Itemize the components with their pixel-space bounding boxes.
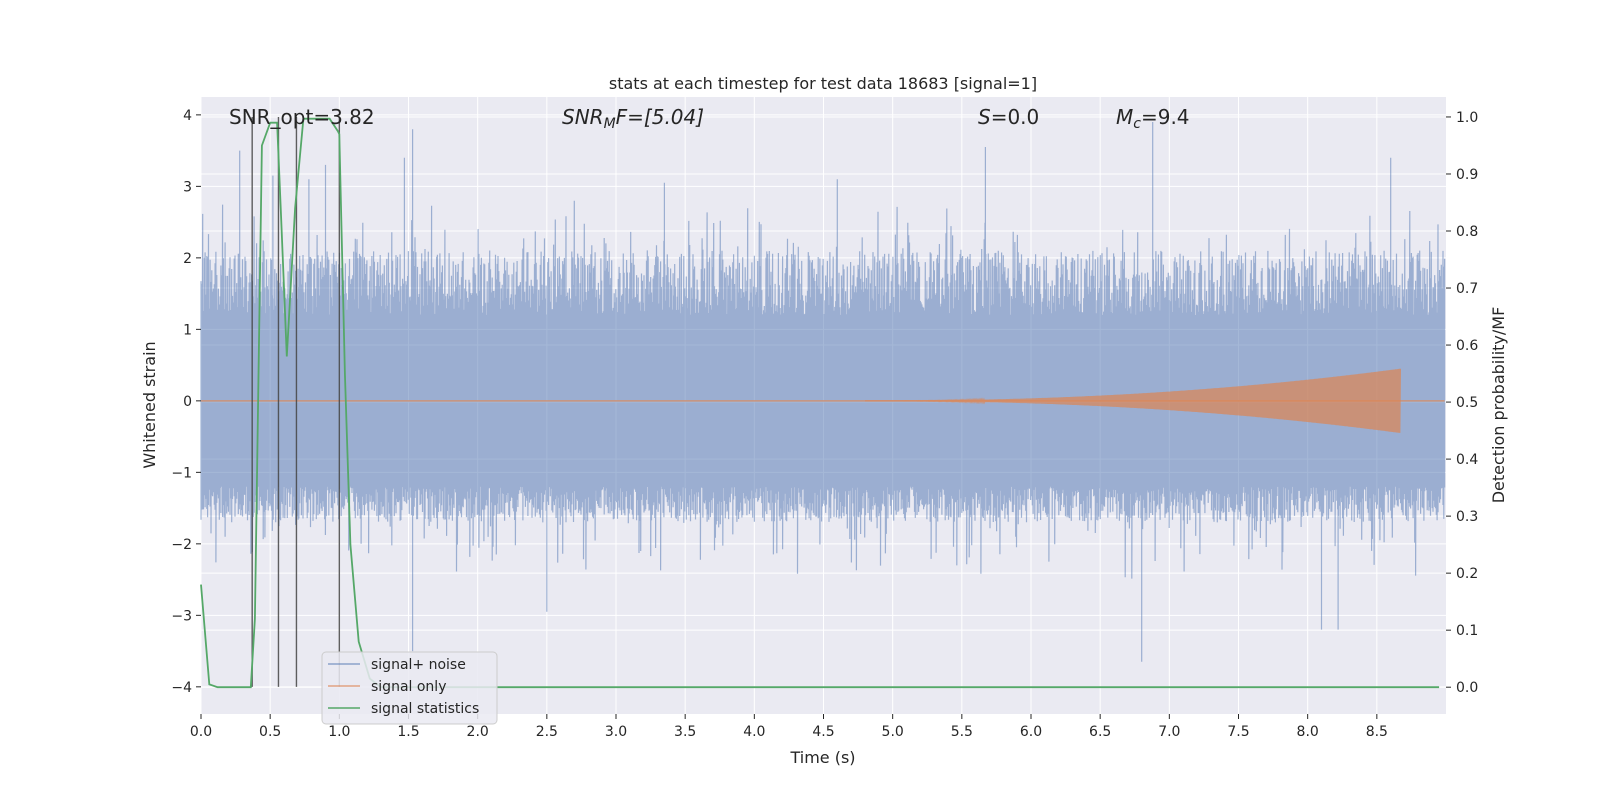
snr-mf-subscript: M [604,116,616,132]
y-tick-label: 3 [183,179,192,195]
right-y-tick-label: 0.7 [1456,281,1478,297]
y-tick-label: 1 [183,322,192,338]
x-tick-label: 1.5 [397,724,419,740]
right-y-tick-label: 1.0 [1456,110,1478,126]
left-y-axis-ticks: 4 3 2 1 0 −1 −2 −3 −4 [171,108,201,696]
y-tick-label: −2 [171,537,192,553]
series-signal-only [201,368,1445,433]
snr-mf-annotation: SNRMF=[5.04] [562,105,704,132]
x-tick-label: 7.0 [1158,724,1180,740]
x-tick-label: 8.5 [1366,724,1388,740]
s-symbol: S [978,105,991,129]
legend-label-signal-noise: signal+ noise [371,657,466,673]
x-tick-label: 8.0 [1297,724,1319,740]
x-tick-label: 4.0 [743,724,765,740]
y-tick-label: −3 [171,608,192,624]
right-y-tick-label: 0.9 [1456,167,1478,183]
x-tick-label: 6.0 [1020,724,1042,740]
snr-opt-annotation: SNR_opt=3.82 [229,105,375,129]
right-y-tick-label: 0.1 [1456,623,1478,639]
legend: signal+ noise signal only signal statist… [321,651,498,725]
chart-title: stats at each timestep for test data 186… [609,74,1037,93]
x-tick-label: 4.5 [812,724,834,740]
y-tick-label: −4 [171,680,192,696]
x-tick-label: 3.0 [605,724,627,740]
snr-mf-symbol: SNR [562,105,604,129]
right-y-tick-label: 0.2 [1456,566,1478,582]
signal-statistics-line [200,117,1440,689]
s-annotation: S=0.0 [978,105,1039,129]
signal-only-chirp [865,368,1401,433]
right-y-tick-label: 0.5 [1456,395,1478,411]
legend-label-signal-statistics: signal statistics [371,701,479,717]
mc-subscript: c [1133,116,1141,132]
right-y-tick-label: 0.8 [1456,224,1478,240]
x-tick-label: 6.5 [1089,724,1111,740]
vertical-markers [251,116,341,687]
signal-noise-line [200,122,1446,662]
y-tick-label: 0 [183,394,192,410]
right-y-tick-label: 0.0 [1456,680,1478,696]
x-tick-label: 2.0 [467,724,489,740]
right-y-tick-label: 0.6 [1456,338,1478,354]
series-signal-noise [200,122,1446,662]
legend-box [321,651,498,725]
mc-symbol: M [1116,105,1133,129]
mc-annotation: Mc=9.4 [1116,105,1190,132]
x-tick-label: 3.5 [674,724,696,740]
x-axis-ticks: 0.0 0.5 1.0 1.5 2.0 2.5 3.0 3.5 4.0 4.5 5.0 5.5 6.0 6… [190,714,1388,740]
right-y-tick-label: 0.3 [1456,509,1478,525]
series-signal-statistics [200,117,1440,689]
x-axis-label: Time (s) [789,748,855,767]
x-tick-label: 1.0 [328,724,350,740]
mc-value: =9.4 [1141,105,1190,129]
right-y-tick-label: 0.4 [1456,452,1478,468]
legend-label-signal-only: signal only [371,679,446,695]
right-y-axis-ticks: 1.0 0.9 0.8 0.7 0.6 0.5 0.4 0.3 0.2 0.1 0.0 [1446,110,1478,696]
y-axis-label: Whitened strain [140,341,159,468]
x-tick-label: 0.0 [190,724,212,740]
x-tick-label: 2.5 [536,724,558,740]
right-y-axis-label: Detection probability/MF [1489,307,1508,504]
x-tick-label: 7.5 [1227,724,1249,740]
x-tick-label: 0.5 [259,724,281,740]
y-tick-label: 2 [183,251,192,267]
snr-mf-value: F=[5.04] [616,105,704,129]
s-value: =0.0 [991,105,1040,129]
x-tick-label: 5.5 [951,724,973,740]
y-tick-label: 4 [183,108,192,124]
x-tick-label: 5.0 [882,724,904,740]
y-tick-label: −1 [171,465,192,481]
